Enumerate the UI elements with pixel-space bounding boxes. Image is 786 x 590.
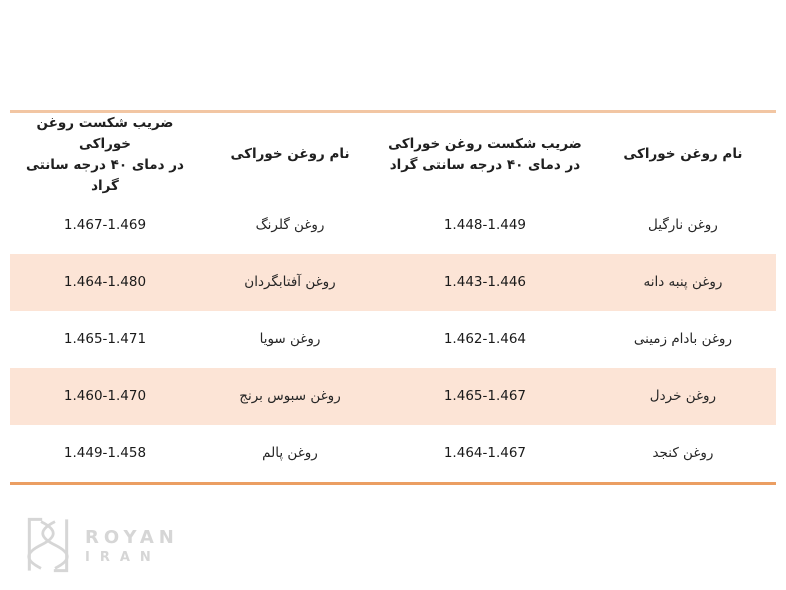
header-refractive-right: ضریب شکست روغن خوراکی در دمای ۴۰ درجه سا…	[380, 111, 590, 197]
table-row: روغن نارگیل 1.448-1.449 روغن گلرنگ 1.467…	[10, 196, 776, 254]
header-refractive-line2: در دمای ۴۰ درجه سانتی گراد	[26, 156, 184, 194]
oil-name-cell: روغن نارگیل	[648, 217, 718, 234]
dna-helix-icon	[22, 517, 74, 577]
header-oil-name-label: نام روغن خوراکی	[230, 146, 350, 163]
oil-name-cell: روغن سویا	[259, 331, 321, 348]
header-refractive-line2: در دمای ۴۰ درجه سانتی گراد	[389, 156, 581, 173]
oil-name-cell: روغن خردل	[649, 388, 717, 405]
refractive-value-cell: 1.465-1.467	[443, 388, 527, 405]
oil-name-cell: روغن گلرنگ	[255, 217, 325, 234]
header-refractive-line1: ضریب شکست روغن خوراکی	[36, 115, 174, 152]
refractive-value-cell: 1.448-1.449	[443, 217, 527, 234]
oil-name-cell: روغن پنبه دانه	[643, 274, 723, 291]
table-header-row: نام روغن خوراکی ضریب شکست روغن خوراکی در…	[10, 111, 776, 197]
refractive-value-cell: 1.464-1.467	[443, 445, 527, 462]
oil-name-cell: روغن آفتابگردان	[244, 274, 336, 291]
oil-name-cell: روغن سبوس برنج	[239, 388, 341, 405]
table-row: روغن پنبه دانه 1.443-1.446 روغن آفتابگرد…	[10, 253, 776, 311]
header-refractive-left: ضریب شکست روغن خوراکی در دمای ۴۰ درجه سا…	[10, 111, 200, 197]
refractive-index-table: نام روغن خوراکی ضریب شکست روغن خوراکی در…	[10, 110, 776, 485]
refractive-value-cell: 1.462-1.464	[443, 331, 527, 348]
logo-brand-royan: ROYAN	[85, 527, 179, 549]
refractive-value-cell: 1.443-1.446	[443, 274, 527, 291]
table-row: روغن کنجد 1.464-1.467 روغن پالم 1.449-1.…	[10, 424, 776, 484]
oil-name-cell: روغن بادام زمینی	[633, 331, 732, 348]
header-oil-name-label: نام روغن خوراکی	[623, 146, 743, 163]
refractive-value-cell: 1.449-1.458	[63, 445, 147, 462]
table-body: روغن نارگیل 1.448-1.449 روغن گلرنگ 1.467…	[10, 196, 776, 484]
oil-name-cell: روغن پالم	[262, 445, 318, 462]
header-oil-name-left: نام روغن خوراکی	[200, 111, 380, 197]
refractive-value-cell: 1.465-1.471	[63, 331, 147, 348]
header-oil-name-right: نام روغن خوراکی	[589, 111, 776, 197]
logo-text: ROYAN IRAN	[85, 528, 179, 565]
refractive-value-cell: 1.467-1.469	[63, 217, 147, 234]
table-row: روغن خردل 1.465-1.467 روغن سبوس برنج 1.4…	[10, 367, 776, 425]
refractive-value-cell: 1.464-1.480	[63, 274, 147, 291]
refractive-value-cell: 1.460-1.470	[63, 388, 147, 405]
royan-iran-logo: ROYAN IRAN	[22, 517, 179, 577]
oil-name-cell: روغن کنجد	[652, 445, 714, 462]
table-row: روغن بادام زمینی 1.462-1.464 روغن سویا 1…	[10, 310, 776, 368]
logo-brand-iran: IRAN	[85, 550, 161, 566]
header-refractive-line1: ضریب شکست روغن خوراکی	[388, 135, 582, 152]
